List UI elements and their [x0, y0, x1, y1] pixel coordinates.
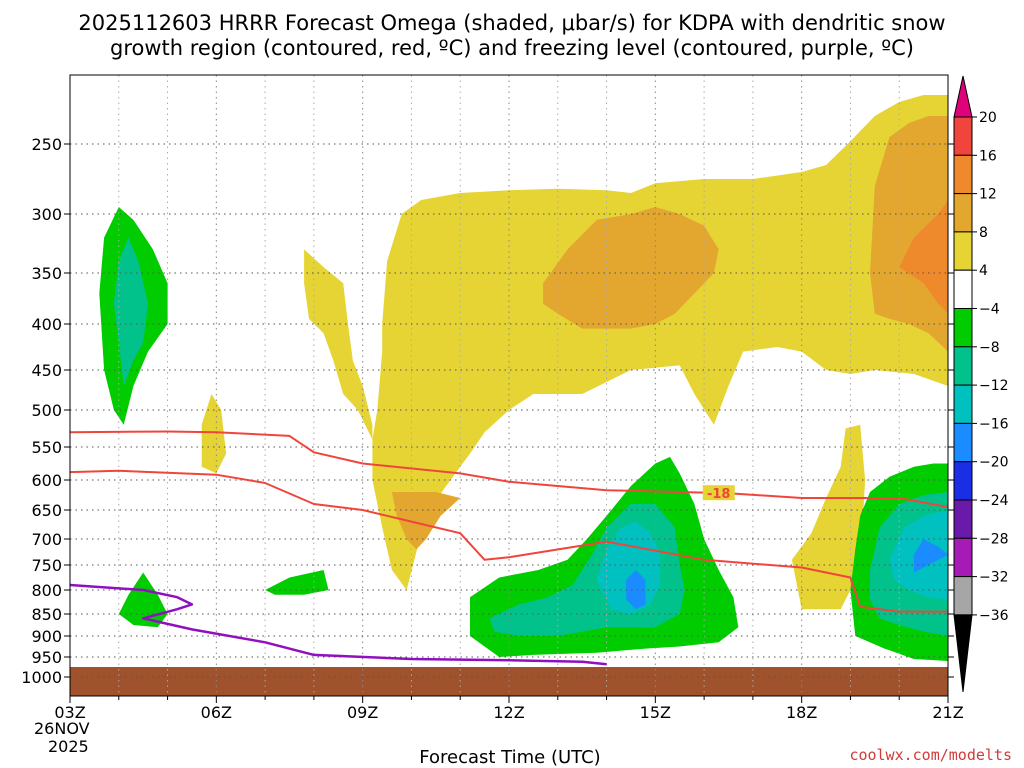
- y-tick-label-1000: 1000: [21, 668, 62, 687]
- omega-region-1: [304, 249, 373, 440]
- colorbar-label: 16: [979, 148, 997, 164]
- y-tick-label-650: 650: [31, 501, 62, 520]
- snow-growth-contour-lower: [70, 469, 948, 613]
- x-tick-label-12Z: 12Z: [493, 703, 524, 722]
- omega-region-6: [391, 492, 461, 550]
- y-tick-label-350: 350: [31, 264, 62, 283]
- y-tick-label-750: 750: [31, 556, 62, 575]
- colorbar-label: 4: [979, 263, 988, 279]
- colorbar-swatch: [953, 499, 973, 539]
- x-tick-label-09Z: 09Z: [347, 703, 378, 722]
- x-axis-ticks: 03Z 06Z 09Z 12Z 15Z 18Z 21Z: [54, 696, 964, 722]
- colorbar-label: −8: [979, 340, 1000, 356]
- y-tick-label-300: 300: [31, 205, 62, 224]
- omega-region-2: [201, 394, 227, 474]
- colorbar-swatch: [953, 231, 973, 271]
- contour-label-bg: [702, 485, 735, 501]
- y-tick-label-800: 800: [31, 581, 62, 600]
- freezing-level-contour: [70, 583, 607, 666]
- colorbar-label: −28: [979, 531, 1009, 547]
- colorbar-swatch: [953, 346, 973, 386]
- x-tick-label-18Z: 18Z: [786, 703, 817, 722]
- y-tick-label-900: 900: [31, 627, 62, 646]
- x-sub-label-year: 2025: [48, 737, 89, 756]
- y-axis-ticks: 250 300 350 400 450 500 550 600 650 700 750 800 850 9…: [21, 135, 954, 687]
- colorbar-swatch: [953, 269, 973, 310]
- colorbar-swatch: [953, 537, 973, 578]
- credit-text: coolwx.com/modelts: [849, 746, 1012, 764]
- colorbar-swatch: [953, 154, 973, 195]
- colorbar-swatch: [953, 384, 973, 424]
- omega-region-4: [543, 207, 719, 329]
- colorbar-label: −16: [979, 416, 1009, 432]
- omega-region-3: [791, 424, 866, 610]
- colorbar-label: −32: [979, 570, 1009, 586]
- colorbar: 20 16 12 8 4 −4 −8 −12 −16 −20 −24 −28 −32 −36: [953, 75, 1009, 693]
- omega-region-19: [913, 539, 948, 573]
- y-tick-label-450: 450: [31, 361, 62, 380]
- x-tick-label-21Z: 21Z: [932, 703, 963, 722]
- y-tick-label-400: 400: [31, 315, 62, 334]
- colorbar-label: 12: [979, 187, 997, 203]
- chart-title-line-1: 2025112603 HRRR Forecast Omega (shaded, …: [78, 11, 945, 35]
- x-tick-label-15Z: 15Z: [640, 703, 671, 722]
- x-axis-title: Forecast Time (UTC): [419, 747, 600, 768]
- y-tick-label-950: 950: [31, 648, 62, 667]
- y-tick-label-850: 850: [31, 605, 62, 624]
- y-tick-label-600: 600: [31, 471, 62, 490]
- omega-region-13: [113, 237, 148, 386]
- colorbar-label: −24: [979, 493, 1009, 509]
- omega-region-7: [899, 200, 948, 314]
- colorbar-top-arrow: [953, 75, 973, 118]
- colorbar-swatch: [953, 422, 973, 463]
- omega-region-0: [372, 95, 948, 590]
- contour-lines: -18: [70, 430, 948, 666]
- colorbar-label: 8: [979, 225, 988, 241]
- omega-region-10: [265, 570, 329, 595]
- colorbar-label: −4: [979, 302, 1000, 318]
- y-tick-label-250: 250: [31, 135, 62, 154]
- snow-growth-contour-label: -18: [707, 487, 731, 502]
- colorbar-label: 20: [979, 110, 997, 126]
- grid-lines: [70, 75, 948, 696]
- y-tick-label-700: 700: [31, 530, 62, 549]
- colorbar-swatch: [953, 461, 973, 501]
- snow-growth-contour-upper: [70, 430, 948, 508]
- omega-region-5: [870, 116, 948, 352]
- omega-shaded-regions: [99, 95, 948, 661]
- colorbar-label: −20: [979, 455, 1009, 471]
- colorbar-swatch: [953, 308, 973, 348]
- x-tick-label-06Z: 06Z: [201, 703, 232, 722]
- y-tick-label-500: 500: [31, 401, 62, 420]
- colorbar-bottom-arrow: [953, 614, 973, 693]
- x-sub-label-date: 26NOV: [34, 719, 90, 738]
- colorbar-swatch: [953, 576, 973, 616]
- colorbar-label: −36: [979, 608, 1009, 624]
- y-tick-label-550: 550: [31, 438, 62, 457]
- chart-title-line-2: growth region (contoured, red, ºC) and f…: [110, 36, 914, 60]
- colorbar-swatch: [953, 193, 973, 233]
- omega-region-18: [626, 570, 646, 610]
- colorbar-label: −12: [979, 378, 1009, 394]
- x-tick-label-03Z: 03Z: [54, 703, 85, 722]
- colorbar-swatch: [953, 116, 973, 156]
